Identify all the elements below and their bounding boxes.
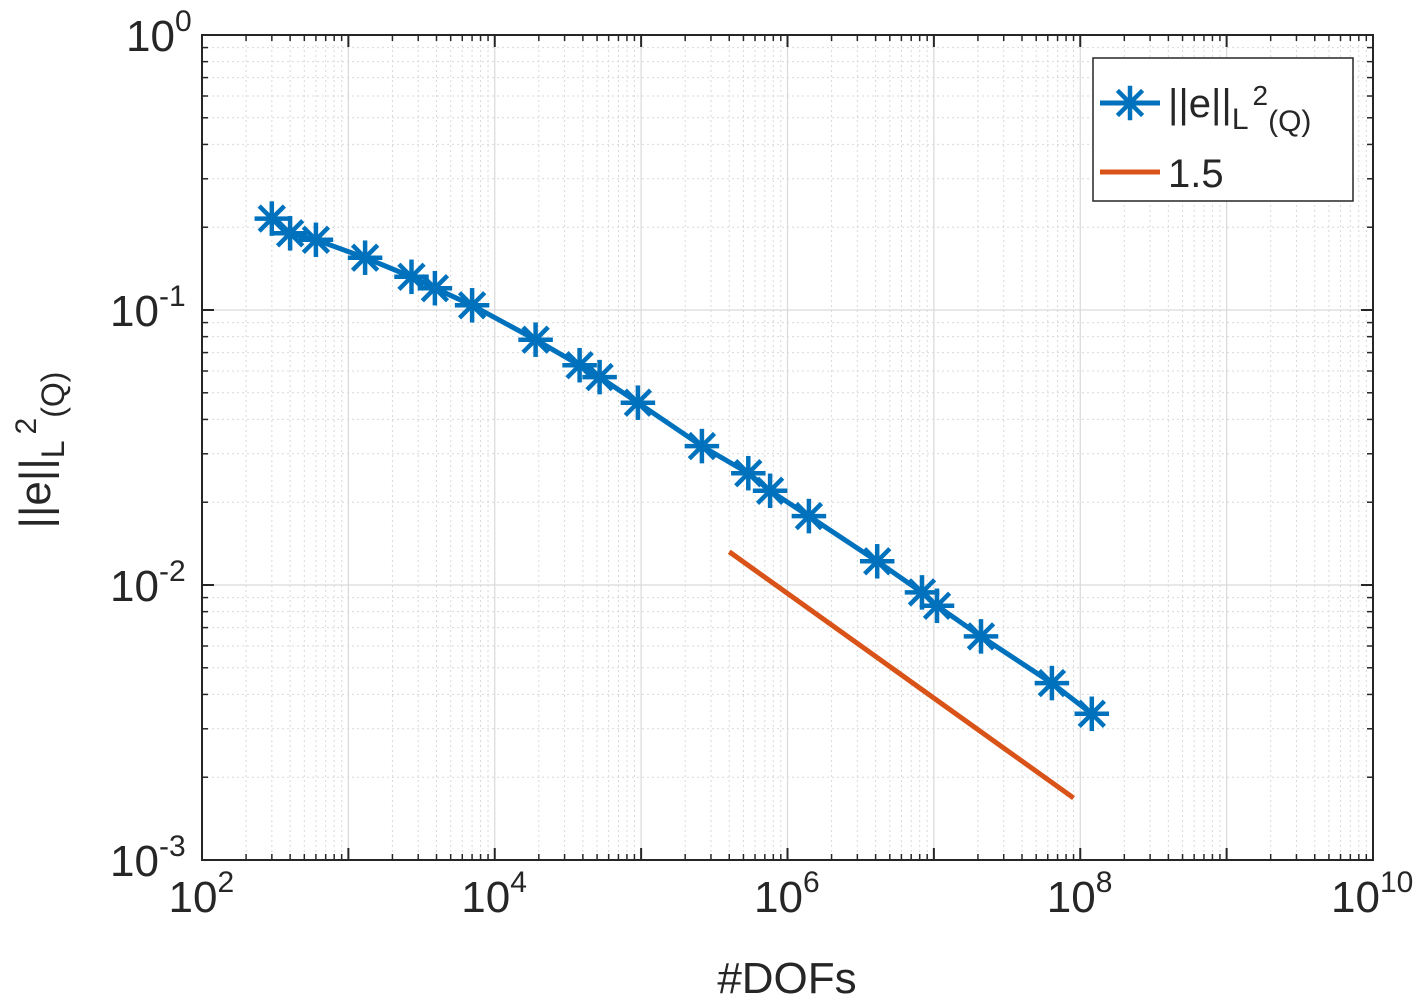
- y-axis-title: ||e||L 2(Q): [10, 372, 71, 529]
- x-tick-label-base: 10: [754, 873, 803, 922]
- y-tick-label-base: 10: [110, 837, 159, 886]
- y-tick-label-exp: 0: [175, 5, 192, 38]
- x-axis-title: #DOFs: [717, 954, 856, 1003]
- y-tick-label: 10-1: [110, 280, 186, 336]
- data-point: [454, 288, 490, 323]
- data-point: [582, 359, 617, 395]
- data-point: [919, 588, 955, 624]
- series-layer: [254, 201, 1110, 801]
- x-tick-label-base: 10: [1331, 873, 1380, 922]
- y-tick-label-base: 10: [110, 562, 159, 611]
- x-tick-label-exp: 10: [1380, 866, 1413, 899]
- x-tick-label: 102: [169, 866, 235, 922]
- data-point: [1034, 665, 1070, 701]
- data-point: [859, 544, 895, 579]
- y-axis-title-sub: L: [35, 440, 71, 458]
- data-point: [347, 240, 383, 275]
- data-point: [254, 201, 290, 236]
- x-tick-label: 106: [754, 866, 820, 922]
- y-tick-label: 10-3: [110, 830, 186, 886]
- data-point: [791, 498, 827, 534]
- series-line-1: [727, 549, 1076, 801]
- data-point: [298, 222, 334, 258]
- x-tick-label: 1010: [1331, 866, 1413, 922]
- data-point: [518, 322, 553, 357]
- y-tick-label-base: 10: [110, 287, 159, 336]
- data-point: [684, 428, 720, 464]
- legend-label-rate: 1.5: [1168, 152, 1224, 196]
- legend: ||e||L2(Q) 1.5: [1092, 57, 1354, 202]
- y-tick-label: 10-2: [110, 555, 186, 611]
- x-tick-label-base: 10: [1047, 873, 1096, 922]
- x-tick-label-exp: 8: [1096, 866, 1113, 899]
- x-tick-label-exp: 4: [510, 866, 527, 899]
- legend-label-error: ||e||L2(Q): [1168, 80, 1311, 138]
- legend-box: [1092, 57, 1354, 202]
- x-tick-label-base: 10: [169, 873, 218, 922]
- data-point: [963, 619, 999, 654]
- x-tick-label: 104: [461, 866, 527, 922]
- y-axis-title-sub2: (Q): [35, 372, 71, 418]
- tick-marks: [201, 34, 1374, 861]
- y-tick-label-exp: -3: [159, 830, 186, 863]
- y-axis-title-sup: 2: [10, 418, 43, 435]
- svg-text:||e||L2(Q): ||e||L 2(Q): [10, 372, 71, 529]
- x-tick-label-base: 10: [461, 873, 510, 922]
- x-tick-label: 108: [1047, 866, 1113, 922]
- data-point: [1074, 696, 1110, 732]
- y-axis-title-base: ||e||: [11, 458, 60, 528]
- x-tick-label-exp: 2: [217, 866, 234, 899]
- data-point: [752, 473, 788, 509]
- legend-marker-error: [1112, 85, 1148, 121]
- y-tick-label-exp: -2: [159, 555, 186, 588]
- y-tick-label: 100: [126, 5, 192, 61]
- data-point: [272, 216, 308, 251]
- y-tick-label-base: 10: [126, 12, 175, 61]
- data-point: [731, 455, 766, 491]
- y-tick-label-exp: -1: [159, 280, 186, 313]
- x-tick-label-exp: 6: [803, 866, 820, 899]
- data-point: [417, 270, 453, 306]
- data-point: [620, 385, 656, 420]
